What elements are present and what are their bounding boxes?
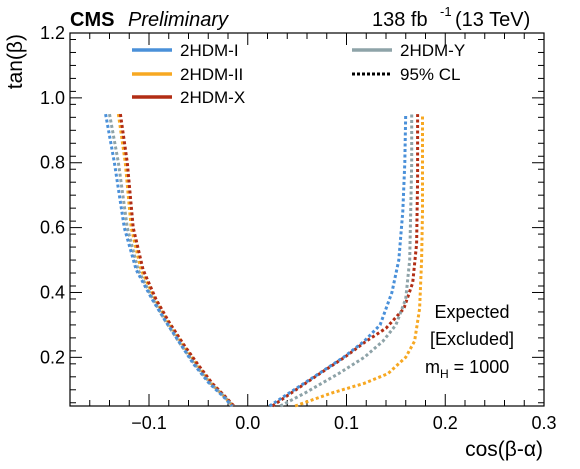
- annotation-box: Expected [Excluded] mH = 1000: [425, 302, 514, 381]
- y-tick-label: 0.4: [40, 282, 65, 302]
- legend-label-2hdm-x: 2HDM-X: [180, 88, 245, 107]
- curve-2hdm-y-left: [108, 113, 235, 408]
- annotation-excluded: [Excluded]: [430, 329, 514, 349]
- x-axis-title: cos(β-α): [465, 438, 543, 461]
- x-tick-label: 0.0: [235, 413, 260, 433]
- lumi-exponent: -1: [440, 4, 452, 19]
- annotation-mass: mH = 1000: [425, 357, 509, 381]
- y-tick-label: 1.0: [40, 88, 65, 108]
- experiment-label: CMS: [70, 9, 114, 31]
- curve-2hdm-x-right: [271, 114, 420, 408]
- x-tick-label: 0.2: [433, 413, 458, 433]
- curve-2hdm-y-right: [279, 114, 414, 408]
- plot-frame: [69, 32, 545, 407]
- annotation-mass-symbol: m: [425, 357, 440, 377]
- curve-2hdm-ii-right: [294, 114, 424, 408]
- x-tick-label: 0.1: [334, 413, 359, 433]
- x-tick-label: −0.1: [131, 413, 167, 433]
- y-axis-title: tan(β): [4, 34, 27, 89]
- status-label: Preliminary: [128, 9, 229, 31]
- lumi-energy: (13 TeV): [455, 9, 530, 31]
- legend-label-2hdm-i: 2HDM-I: [180, 41, 239, 60]
- annotation-expected: Expected: [434, 302, 509, 322]
- curve-2hdm-ii-left: [116, 113, 235, 408]
- lumi-label: 138 fb -1 (13 TeV): [372, 4, 530, 31]
- y-tick-label: 0.6: [40, 218, 65, 238]
- annotation-mass-subscript: H: [440, 367, 449, 381]
- lumi-value: 138 fb: [372, 9, 428, 31]
- curve-2hdm-x-left: [118, 113, 236, 408]
- axis-ticks: −0.1 0.0 0.1 0.2 0.3 0.2 0.4 0.6 0.8 1.0 1.2: [40, 23, 557, 433]
- legend-label-95-cl: 95% CL: [400, 65, 460, 84]
- y-tick-label: 0.8: [40, 153, 65, 173]
- x-tick-label: 0.3: [531, 413, 556, 433]
- legend-label-2hdm-ii: 2HDM-II: [180, 65, 243, 84]
- y-tick-label: 1.2: [40, 23, 65, 43]
- exclusion-curves: [104, 113, 424, 408]
- annotation-mass-value: = 1000: [449, 357, 510, 377]
- curve-2hdm-i-right: [268, 114, 408, 408]
- legend: 2HDM-I 2HDM-II 2HDM-X 2HDM-Y 95% CL: [132, 41, 465, 107]
- curve-2hdm-i-left: [104, 113, 234, 408]
- y-tick-label: 0.2: [40, 347, 65, 367]
- legend-label-2hdm-y: 2HDM-Y: [400, 41, 465, 60]
